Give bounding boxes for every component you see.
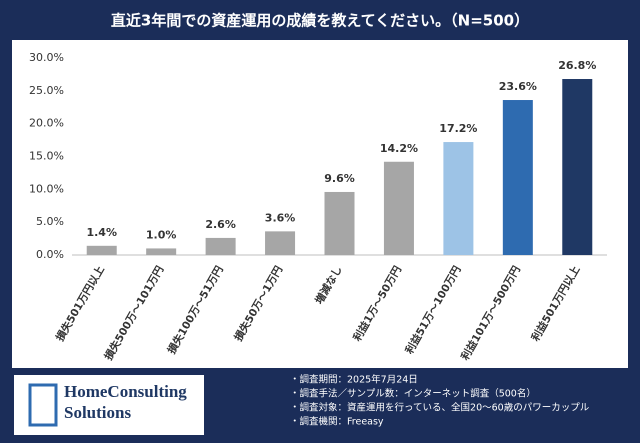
- value-label: 2.6%: [205, 218, 236, 231]
- value-label: 26.8%: [558, 59, 596, 72]
- logo-icon: [28, 383, 58, 427]
- bar: [324, 191, 355, 255]
- survey-note: ・調査機関：Freeasy: [290, 416, 384, 428]
- value-label: 9.6%: [324, 172, 355, 185]
- bar: [443, 142, 474, 255]
- bar: [502, 100, 533, 255]
- survey-note: ・調査期間：2025年7月24日: [290, 374, 418, 386]
- survey-note: ・調査手法／サンプル数：インターネット調査（500名）: [290, 388, 536, 400]
- bar: [86, 245, 117, 255]
- y-tick-label: 15.0%: [29, 150, 64, 163]
- value-label: 1.4%: [86, 226, 117, 239]
- chart-title: 直近3年間での資産運用の成績を教えてください。（N=500）: [111, 12, 529, 30]
- y-tick-label: 20.0%: [29, 117, 64, 130]
- logo-line: HomeConsulting: [64, 382, 187, 401]
- bar: [265, 231, 296, 255]
- value-label: 17.2%: [439, 122, 477, 135]
- y-tick-label: 0.0%: [36, 248, 64, 261]
- bar: [146, 248, 177, 255]
- value-label: 14.2%: [380, 142, 418, 155]
- bar: [205, 237, 236, 255]
- y-tick-label: 10.0%: [29, 182, 64, 195]
- logo-line: Solutions: [64, 403, 131, 422]
- survey-note: ・調査対象：資産運用を行っている、全国20～60歳のパワーカップル: [290, 402, 590, 414]
- bar: [383, 161, 414, 255]
- y-tick-label: 5.0%: [36, 215, 64, 228]
- value-label: 3.6%: [265, 211, 296, 224]
- y-tick-label: 25.0%: [29, 84, 64, 97]
- value-label: 1.0%: [146, 228, 177, 241]
- y-tick-label: 30.0%: [29, 51, 64, 64]
- value-label: 23.6%: [499, 80, 537, 93]
- bar: [562, 79, 593, 255]
